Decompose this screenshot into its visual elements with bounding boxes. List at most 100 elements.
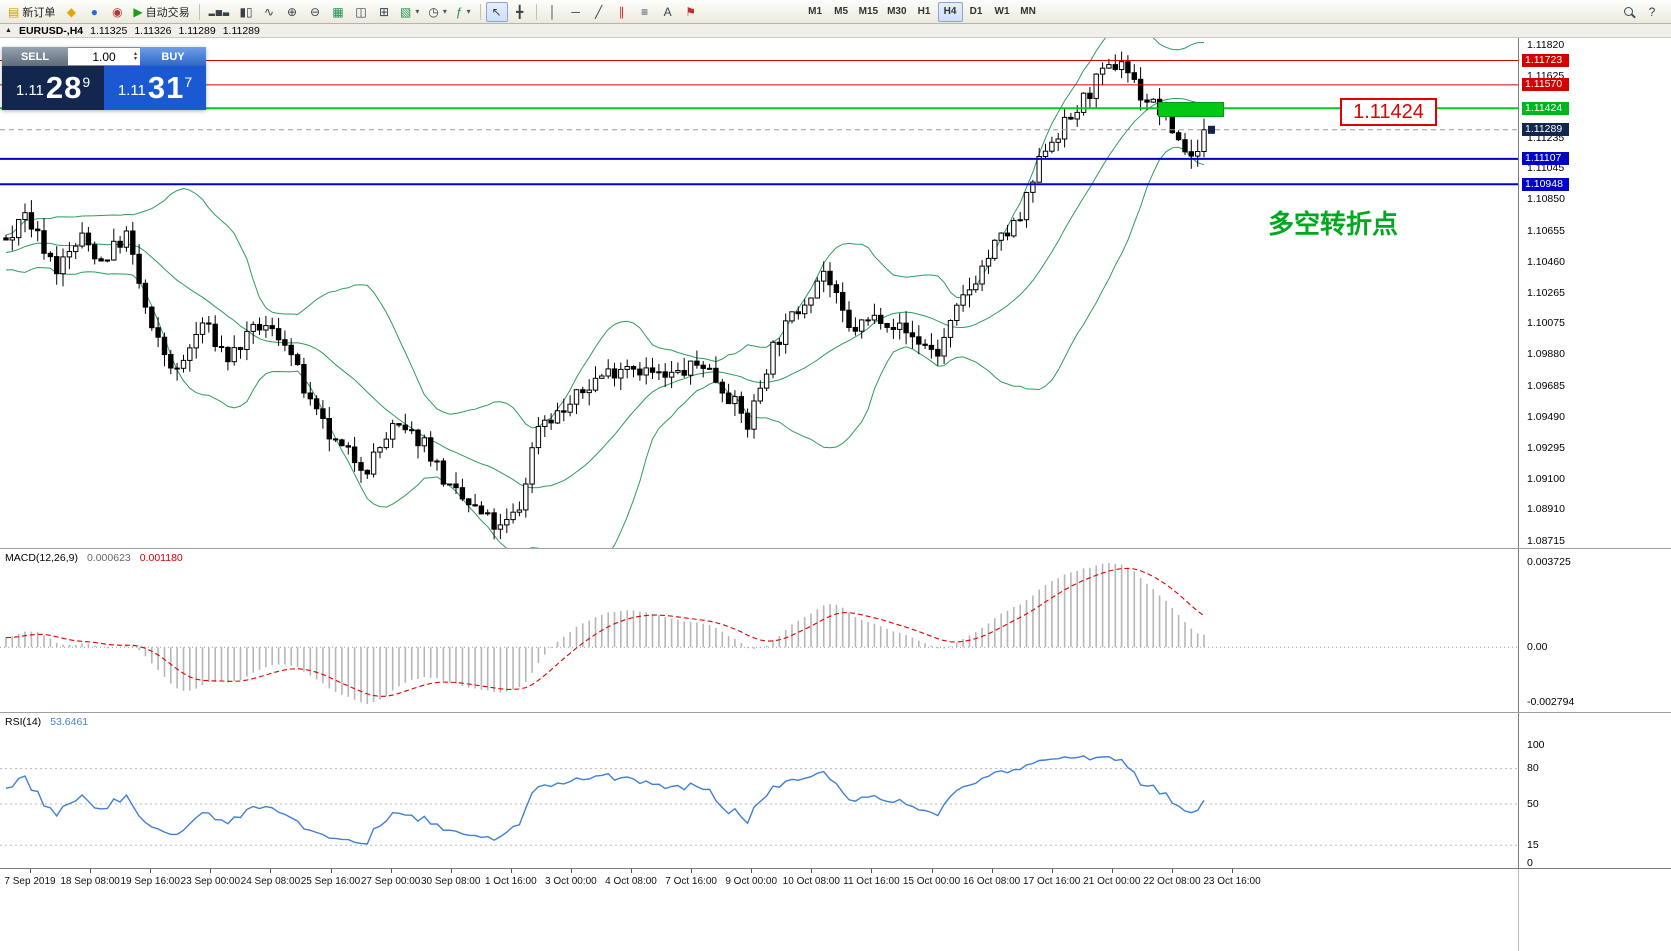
- line-chart-mode-button[interactable]: ∿: [258, 2, 280, 22]
- cursor-tool-button[interactable]: ↖: [485, 1, 508, 22]
- price-tick: 1.10850: [1527, 193, 1565, 206]
- new-chart-button[interactable]: ▧ ▾: [396, 2, 423, 22]
- turning-point-label[interactable]: 多空转折点: [1268, 209, 1399, 239]
- new-chart-icon: ▧: [400, 4, 412, 19]
- timeframe-m15-button[interactable]: M15: [855, 2, 882, 22]
- price-axis[interactable]: 1.11820 1.11625 1.11235 1.11045 1.10850 1.106…: [1518, 38, 1671, 548]
- time-label[interactable]: 17 Oct 16:00: [1023, 876, 1081, 887]
- crosshair-tool-button[interactable]: ╋: [509, 2, 531, 22]
- window-menu-icon[interactable]: ▲: [5, 27, 12, 34]
- bollinger-upper-band[interactable]: [5, 38, 1205, 429]
- new-order-button[interactable]: ▤ 新订单: [4, 2, 59, 22]
- price-badge: 1.11570: [1522, 78, 1569, 92]
- time-label[interactable]: 4 Oct 08:00: [605, 876, 657, 887]
- time-label[interactable]: 30 Sep 08:00: [420, 876, 481, 887]
- volume-stepper[interactable]: ▴ ▾: [134, 51, 137, 62]
- volume-input[interactable]: 1.00 ▴ ▾: [68, 47, 140, 66]
- auto-trading-label: 自动交易: [145, 6, 190, 19]
- time-tick: [631, 869, 632, 873]
- search-button[interactable]: [1617, 2, 1639, 22]
- time-tick: [390, 869, 392, 873]
- price-tick: 1.11235: [1527, 131, 1565, 144]
- macd-canvas[interactable]: [0, 549, 1518, 712]
- time-label[interactable]: 7 Oct 16:00: [665, 876, 717, 887]
- flag-icon: ⚑: [685, 4, 696, 19]
- periods-button[interactable]: ◷ ▾: [424, 2, 451, 22]
- indicators-button[interactable]: ƒ ▾: [452, 2, 475, 22]
- time-label[interactable]: 23 Sep 00:00: [180, 876, 241, 887]
- grid-icon: ▦: [332, 4, 344, 19]
- time-label[interactable]: 16 Oct 08:00: [962, 876, 1021, 887]
- timeframe-mn-button[interactable]: MN: [1016, 2, 1041, 22]
- bar-chart-mode-button[interactable]: ▂▅▃: [205, 2, 234, 22]
- candlesticks: [3, 51, 1207, 540]
- timeframe-h4-button[interactable]: H4: [937, 1, 963, 22]
- candlestick-mode-button[interactable]: ▮▯: [235, 2, 257, 22]
- sell-button[interactable]: SELL: [2, 47, 68, 66]
- ohlc-low: 1.11289: [178, 24, 216, 37]
- horizontal-line-tool-button[interactable]: ─: [565, 2, 587, 22]
- auto-trading-button[interactable]: ▶ 自动交易: [129, 2, 193, 22]
- timeframe-d1-button[interactable]: D1: [964, 2, 989, 22]
- market-watch-button[interactable]: ●: [83, 2, 105, 22]
- bollinger-lower-band[interactable]: [5, 146, 1205, 548]
- time-label[interactable]: 9 Oct 00:00: [725, 876, 778, 887]
- buy-price-sup: 7: [184, 74, 193, 90]
- time-axis[interactable]: 7 Sep 2019 18 Sep 08:00 19 Sep 16:00 23 Sep…: [0, 868, 1671, 951]
- price-chart-canvas[interactable]: [0, 38, 1518, 548]
- time-label[interactable]: 19 Sep 16:00: [120, 876, 180, 887]
- buy-button[interactable]: BUY: [140, 47, 206, 66]
- time-label[interactable]: 11 Oct 16:00: [843, 876, 900, 887]
- time-tick: [691, 869, 693, 873]
- time-label[interactable]: 24 Sep 08:00: [240, 876, 301, 887]
- time-label[interactable]: 23 Oct 16:00: [1203, 876, 1261, 887]
- tile-windows-button[interactable]: ◫: [350, 2, 372, 22]
- timeframe-h1-button[interactable]: H1: [912, 2, 937, 22]
- grid-button[interactable]: ▦: [327, 2, 349, 22]
- zoom-in-button[interactable]: ⊕: [281, 2, 303, 22]
- rsi-axis-label: 0: [1527, 856, 1533, 868]
- time-label[interactable]: 3 Oct 00:00: [545, 876, 597, 887]
- time-tick: [1051, 869, 1053, 873]
- metaeditor-icon: ◆: [66, 4, 76, 19]
- timeframe-m5-button[interactable]: M5: [829, 2, 854, 22]
- price-callout-box[interactable]: 1.11424: [1340, 98, 1437, 126]
- bollinger-middle-band[interactable]: [5, 97, 1205, 489]
- time-label[interactable]: 10 Oct 08:00: [782, 876, 840, 887]
- time-label[interactable]: 21 Oct 00:00: [1083, 876, 1141, 887]
- arrows-tool-button[interactable]: ⚑: [680, 2, 702, 22]
- cascade-windows-icon: ⊞: [379, 4, 390, 19]
- time-label[interactable]: 1 Oct 16:00: [484, 876, 537, 887]
- fibonacci-tool-button[interactable]: ≡: [634, 2, 656, 22]
- channel-tool-button[interactable]: ∥: [611, 2, 633, 22]
- time-label[interactable]: 7 Sep 2019: [4, 876, 56, 887]
- strategy-tester-icon: ◉: [112, 4, 123, 19]
- time-label[interactable]: 22 Oct 08:00: [1143, 876, 1201, 887]
- help-button[interactable]: ?: [1641, 2, 1663, 22]
- toolbar-separator: [479, 3, 481, 20]
- rsi-canvas[interactable]: [0, 713, 1518, 868]
- macd-axis[interactable]: 0.003725 0.00 -0.002794: [1518, 549, 1671, 712]
- time-label[interactable]: 25 Sep 16:00: [300, 876, 361, 887]
- metaeditor-button[interactable]: ◆: [60, 2, 82, 22]
- time-tick: [450, 869, 452, 873]
- sell-price-big: 28: [45, 70, 83, 105]
- highlight-rectangle[interactable]: [1158, 102, 1224, 117]
- timeframe-m30-button[interactable]: M30: [883, 2, 910, 22]
- time-label[interactable]: 18 Sep 08:00: [60, 876, 120, 887]
- timeframe-m1-button[interactable]: M1: [803, 2, 828, 22]
- buy-price[interactable]: 1.11 31 7: [104, 66, 206, 110]
- strategy-tester-button[interactable]: ◉: [106, 2, 128, 22]
- trendline-tool-button[interactable]: ╱: [588, 2, 610, 22]
- zoom-out-button[interactable]: ⊖: [304, 2, 326, 22]
- timeframe-w1-button[interactable]: W1: [990, 2, 1015, 22]
- vertical-line-tool-button[interactable]: │: [542, 2, 564, 22]
- rsi-axis[interactable]: 100 80 50 15 0: [1518, 713, 1671, 868]
- price-badge: 1.11424: [1522, 101, 1569, 115]
- text-tool-button[interactable]: A: [657, 2, 679, 22]
- sell-price[interactable]: 1.11 28 9: [2, 66, 104, 110]
- rsi-name: RSI(14): [5, 716, 42, 728]
- cascade-windows-button[interactable]: ⊞: [373, 2, 395, 22]
- time-label[interactable]: 15 Oct 00:00: [902, 876, 961, 887]
- time-label[interactable]: 27 Sep 00:00: [360, 876, 421, 887]
